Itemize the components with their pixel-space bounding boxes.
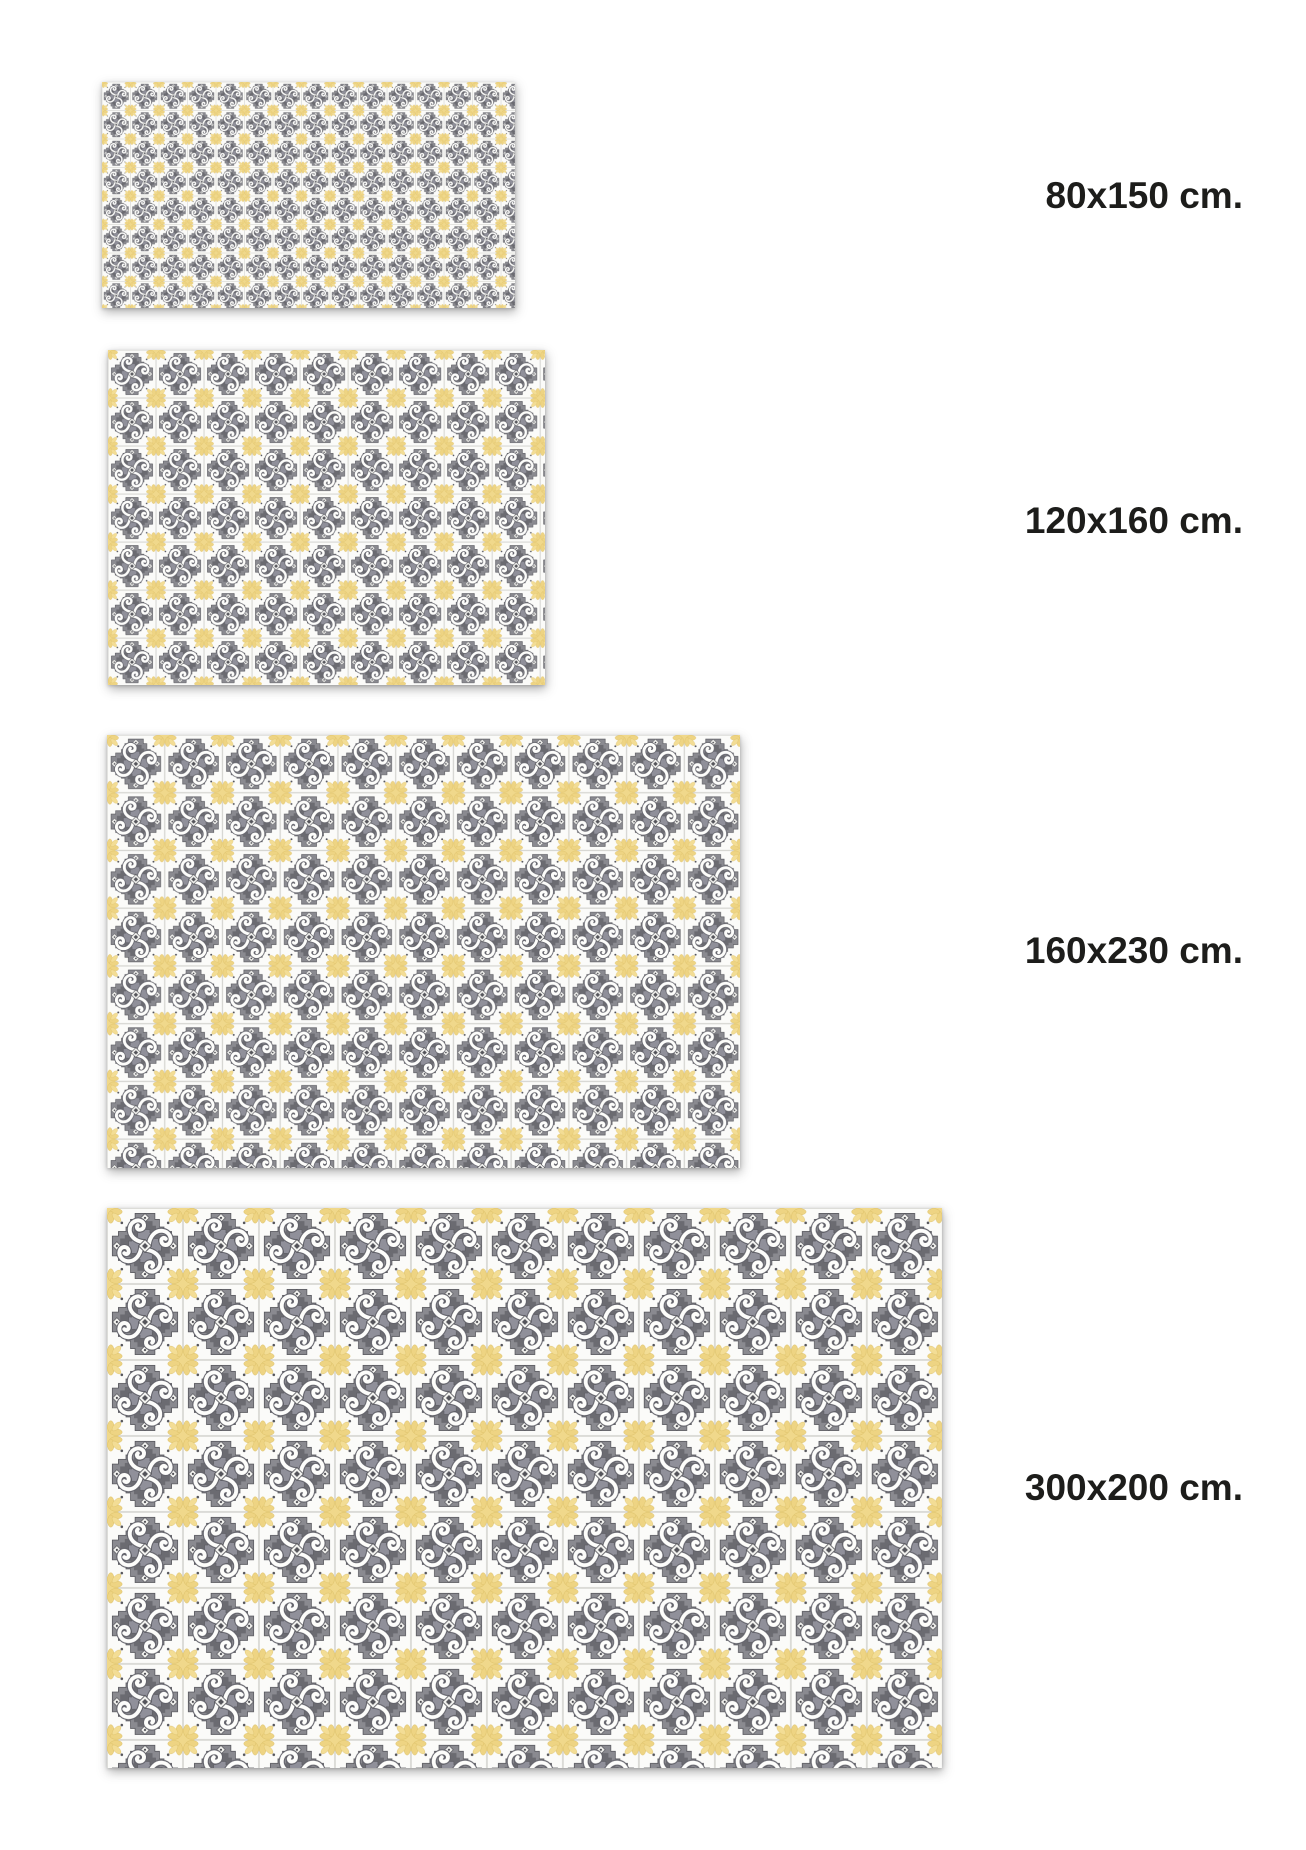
- size-label-160x230: 160x230 cm.: [1024, 930, 1243, 971]
- rug-pattern-160x230: [107, 735, 740, 1168]
- rug-pattern-80x150: [102, 82, 515, 308]
- size-label-80x150: 80x150 cm.: [1045, 175, 1243, 216]
- rug-swatch-80x150: [102, 82, 515, 308]
- rug-swatch-160x230: [107, 735, 740, 1168]
- rug-pattern-300x200: [107, 1208, 942, 1768]
- rug-swatch-300x200: [107, 1208, 942, 1768]
- rug-pattern-120x160: [108, 350, 545, 685]
- rug-swatch-120x160: [108, 350, 545, 685]
- size-label-300x200: 300x200 cm.: [1024, 1467, 1243, 1508]
- size-label-120x160: 120x160 cm.: [1024, 500, 1243, 541]
